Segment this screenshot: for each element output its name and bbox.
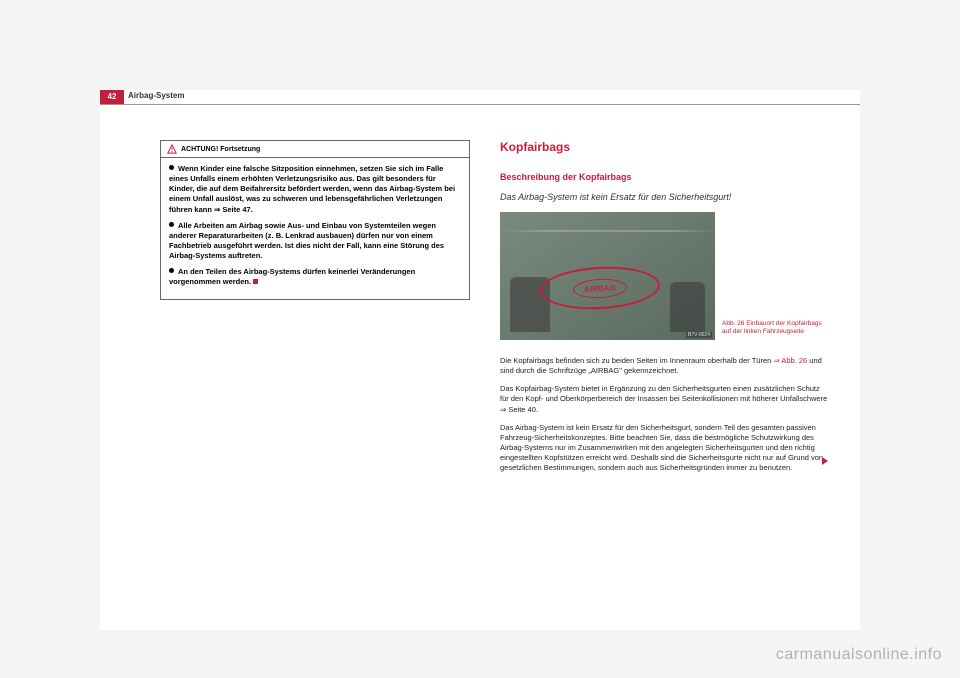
body-paragraph: Das Airbag-System ist kein Ersatz für de… [500,423,830,474]
warning-triangle-icon [167,144,177,154]
body-paragraph: Das Kopfairbag-System bietet in Ergänzun… [500,384,830,414]
bullet-icon [169,222,174,227]
header-title: Airbag-System [128,91,184,100]
warning-title: ACHTUNG! Fortsetzung [181,146,260,153]
warning-paragraph: An den Teilen des Airbag-Systems dürfen … [169,267,461,287]
text-fragment: Die Kopfairbags befinden sich zu beiden … [500,356,773,365]
roof-line [500,230,715,232]
page-number: 42 [100,90,124,104]
warning-body: Wenn Kinder eine falsche Sitzposition ei… [161,158,469,299]
left-column: ACHTUNG! Fortsetzung Wenn Kinder eine fa… [160,140,470,300]
figure: AIRBAG B7V-0024 Abb. 26 Einbauort der Ko… [500,212,830,340]
end-mark-icon [253,279,258,284]
airbag-zone-highlight: AIRBAG [539,264,661,312]
warning-paragraph: Alle Arbeiten am Airbag sowie Aus- und E… [169,221,461,262]
continue-arrow-icon [820,453,830,471]
subsection-title: Beschreibung der Kopfairbags [500,172,830,182]
bullet-icon [169,268,174,273]
figure-reference: ⇒ Abb. 26 [773,356,807,365]
figure-caption: Abb. 26 Einbauort der Kopfairbags auf de… [722,320,830,336]
right-column: Kopfairbags Beschreibung der Kopfairbags… [500,140,830,481]
airbag-label: AIRBAG [573,277,627,299]
car-seat [670,282,705,332]
manual-page: 42 Airbag-System ACHTUNG! Fortsetzung We… [100,90,860,630]
watermark: carmanualsonline.info [776,646,942,664]
body-paragraph: Die Kopfairbags befinden sich zu beiden … [500,356,830,376]
warning-text: An den Teilen des Airbag-Systems dürfen … [169,267,415,286]
bullet-icon [169,165,174,170]
warning-header: ACHTUNG! Fortsetzung [161,141,469,158]
section-title: Kopfairbags [500,140,830,154]
warning-text: Wenn Kinder eine falsche Sitzposition ei… [169,164,455,214]
header-divider [100,104,860,105]
body-text: Die Kopfairbags befinden sich zu beiden … [500,356,830,473]
figure-image: AIRBAG B7V-0024 [500,212,715,340]
figure-code: B7V-0024 [686,332,712,338]
car-interior-illustration: AIRBAG B7V-0024 [500,212,715,340]
warning-text: Alle Arbeiten am Airbag sowie Aus- und E… [169,221,444,260]
warning-box: ACHTUNG! Fortsetzung Wenn Kinder eine fa… [160,140,470,300]
intro-text: Das Airbag-System ist kein Ersatz für de… [500,192,830,202]
warning-paragraph: Wenn Kinder eine falsche Sitzposition ei… [169,164,461,215]
